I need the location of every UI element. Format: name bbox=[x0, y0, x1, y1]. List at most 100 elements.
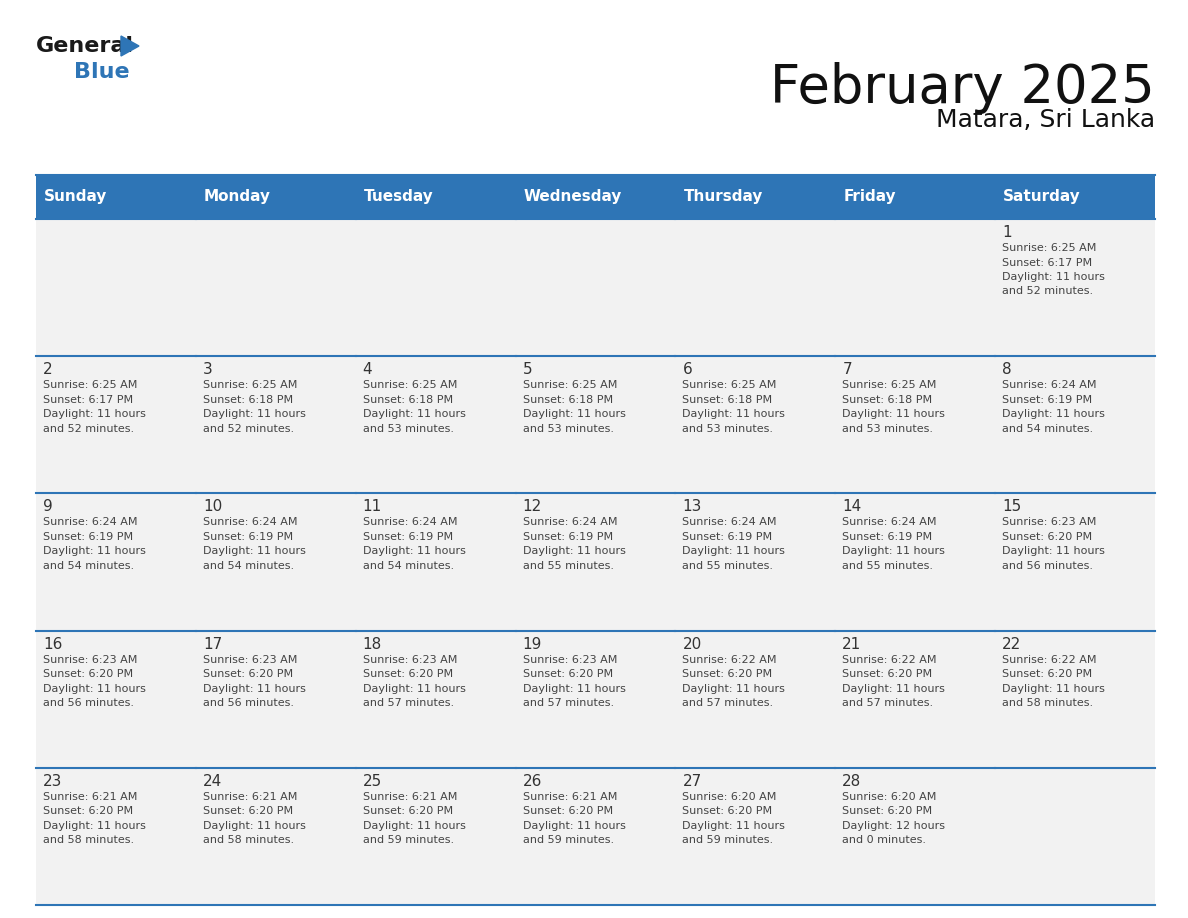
Text: Sunrise: 6:25 AM: Sunrise: 6:25 AM bbox=[203, 380, 297, 390]
Text: Sunrise: 6:25 AM: Sunrise: 6:25 AM bbox=[362, 380, 457, 390]
Text: and 54 minutes.: and 54 minutes. bbox=[203, 561, 293, 571]
Bar bbox=[676, 631, 835, 767]
Text: Sunrise: 6:23 AM: Sunrise: 6:23 AM bbox=[1003, 518, 1097, 528]
Text: 6: 6 bbox=[682, 363, 693, 377]
Text: 11: 11 bbox=[362, 499, 383, 514]
Bar bbox=[516, 356, 676, 493]
Bar bbox=[196, 767, 355, 905]
Text: 9: 9 bbox=[43, 499, 52, 514]
Text: 15: 15 bbox=[1003, 499, 1022, 514]
Text: Sunrise: 6:21 AM: Sunrise: 6:21 AM bbox=[203, 792, 297, 801]
Text: and 54 minutes.: and 54 minutes. bbox=[1003, 424, 1093, 433]
Text: and 53 minutes.: and 53 minutes. bbox=[523, 424, 613, 433]
Bar bbox=[355, 219, 516, 356]
Bar bbox=[355, 175, 516, 219]
Text: Sunrise: 6:23 AM: Sunrise: 6:23 AM bbox=[43, 655, 138, 665]
Bar bbox=[676, 175, 835, 219]
Text: Daylight: 11 hours: Daylight: 11 hours bbox=[523, 684, 625, 694]
Text: 26: 26 bbox=[523, 774, 542, 789]
Text: and 57 minutes.: and 57 minutes. bbox=[842, 698, 934, 708]
Text: Blue: Blue bbox=[74, 62, 129, 82]
Text: Sunrise: 6:23 AM: Sunrise: 6:23 AM bbox=[523, 655, 617, 665]
Text: Sunset: 6:18 PM: Sunset: 6:18 PM bbox=[842, 395, 933, 405]
Text: Daylight: 11 hours: Daylight: 11 hours bbox=[203, 821, 305, 831]
Bar bbox=[835, 356, 996, 493]
Bar bbox=[36, 356, 196, 493]
Bar bbox=[676, 356, 835, 493]
Text: Sunset: 6:20 PM: Sunset: 6:20 PM bbox=[842, 806, 933, 816]
Text: Sunset: 6:19 PM: Sunset: 6:19 PM bbox=[362, 532, 453, 542]
Polygon shape bbox=[121, 36, 139, 56]
Text: Sunrise: 6:21 AM: Sunrise: 6:21 AM bbox=[43, 792, 138, 801]
Text: Daylight: 11 hours: Daylight: 11 hours bbox=[362, 684, 466, 694]
Bar bbox=[835, 631, 996, 767]
Bar bbox=[196, 493, 355, 631]
Bar bbox=[996, 767, 1155, 905]
Text: Sunset: 6:18 PM: Sunset: 6:18 PM bbox=[682, 395, 772, 405]
Text: Sunrise: 6:25 AM: Sunrise: 6:25 AM bbox=[523, 380, 617, 390]
Text: Daylight: 11 hours: Daylight: 11 hours bbox=[43, 684, 146, 694]
Text: Saturday: Saturday bbox=[1003, 189, 1081, 205]
Text: February 2025: February 2025 bbox=[770, 62, 1155, 114]
Text: Sunset: 6:20 PM: Sunset: 6:20 PM bbox=[43, 806, 133, 816]
Text: Sunset: 6:18 PM: Sunset: 6:18 PM bbox=[523, 395, 613, 405]
Text: 18: 18 bbox=[362, 636, 383, 652]
Text: Sunset: 6:17 PM: Sunset: 6:17 PM bbox=[1003, 258, 1092, 267]
Text: Sunset: 6:20 PM: Sunset: 6:20 PM bbox=[203, 669, 293, 679]
Text: and 54 minutes.: and 54 minutes. bbox=[362, 561, 454, 571]
Text: 19: 19 bbox=[523, 636, 542, 652]
Text: Sunset: 6:19 PM: Sunset: 6:19 PM bbox=[1003, 395, 1092, 405]
Text: Sunset: 6:18 PM: Sunset: 6:18 PM bbox=[362, 395, 453, 405]
Text: Sunrise: 6:24 AM: Sunrise: 6:24 AM bbox=[842, 518, 937, 528]
Text: Sunset: 6:20 PM: Sunset: 6:20 PM bbox=[1003, 532, 1092, 542]
Text: Daylight: 11 hours: Daylight: 11 hours bbox=[1003, 546, 1105, 556]
Text: Daylight: 11 hours: Daylight: 11 hours bbox=[682, 546, 785, 556]
Bar bbox=[196, 219, 355, 356]
Text: Sunset: 6:20 PM: Sunset: 6:20 PM bbox=[682, 669, 772, 679]
Bar bbox=[996, 219, 1155, 356]
Text: Daylight: 11 hours: Daylight: 11 hours bbox=[1003, 684, 1105, 694]
Text: Sunrise: 6:21 AM: Sunrise: 6:21 AM bbox=[362, 792, 457, 801]
Text: 5: 5 bbox=[523, 363, 532, 377]
Text: Sunrise: 6:24 AM: Sunrise: 6:24 AM bbox=[43, 518, 138, 528]
Text: Daylight: 11 hours: Daylight: 11 hours bbox=[203, 684, 305, 694]
Text: Sunset: 6:19 PM: Sunset: 6:19 PM bbox=[682, 532, 772, 542]
Text: Tuesday: Tuesday bbox=[364, 189, 434, 205]
Bar bbox=[355, 356, 516, 493]
Text: Sunrise: 6:24 AM: Sunrise: 6:24 AM bbox=[523, 518, 617, 528]
Bar bbox=[36, 631, 196, 767]
Text: 1: 1 bbox=[1003, 225, 1012, 240]
Text: and 57 minutes.: and 57 minutes. bbox=[523, 698, 614, 708]
Bar bbox=[36, 219, 196, 356]
Bar bbox=[516, 493, 676, 631]
Text: Sunset: 6:20 PM: Sunset: 6:20 PM bbox=[43, 669, 133, 679]
Text: and 0 minutes.: and 0 minutes. bbox=[842, 835, 927, 845]
Text: and 56 minutes.: and 56 minutes. bbox=[43, 698, 134, 708]
Text: Daylight: 11 hours: Daylight: 11 hours bbox=[362, 546, 466, 556]
Bar bbox=[835, 493, 996, 631]
Bar bbox=[996, 493, 1155, 631]
Text: and 53 minutes.: and 53 minutes. bbox=[362, 424, 454, 433]
Bar bbox=[835, 175, 996, 219]
Text: Sunrise: 6:22 AM: Sunrise: 6:22 AM bbox=[682, 655, 777, 665]
Text: Sunrise: 6:25 AM: Sunrise: 6:25 AM bbox=[682, 380, 777, 390]
Text: and 58 minutes.: and 58 minutes. bbox=[1003, 698, 1093, 708]
Bar bbox=[355, 631, 516, 767]
Text: 20: 20 bbox=[682, 636, 702, 652]
Bar bbox=[835, 219, 996, 356]
Text: Daylight: 11 hours: Daylight: 11 hours bbox=[523, 546, 625, 556]
Bar bbox=[196, 175, 355, 219]
Text: 3: 3 bbox=[203, 363, 213, 377]
Text: Sunrise: 6:22 AM: Sunrise: 6:22 AM bbox=[1003, 655, 1097, 665]
Text: Sunrise: 6:22 AM: Sunrise: 6:22 AM bbox=[842, 655, 937, 665]
Text: Matara, Sri Lanka: Matara, Sri Lanka bbox=[936, 108, 1155, 132]
Text: and 52 minutes.: and 52 minutes. bbox=[1003, 286, 1093, 297]
Text: Daylight: 11 hours: Daylight: 11 hours bbox=[43, 546, 146, 556]
Text: Sunrise: 6:25 AM: Sunrise: 6:25 AM bbox=[1003, 243, 1097, 253]
Text: Daylight: 11 hours: Daylight: 11 hours bbox=[362, 409, 466, 420]
Text: Daylight: 11 hours: Daylight: 11 hours bbox=[682, 409, 785, 420]
Bar bbox=[36, 175, 196, 219]
Text: 12: 12 bbox=[523, 499, 542, 514]
Bar bbox=[676, 493, 835, 631]
Text: Sunset: 6:19 PM: Sunset: 6:19 PM bbox=[842, 532, 933, 542]
